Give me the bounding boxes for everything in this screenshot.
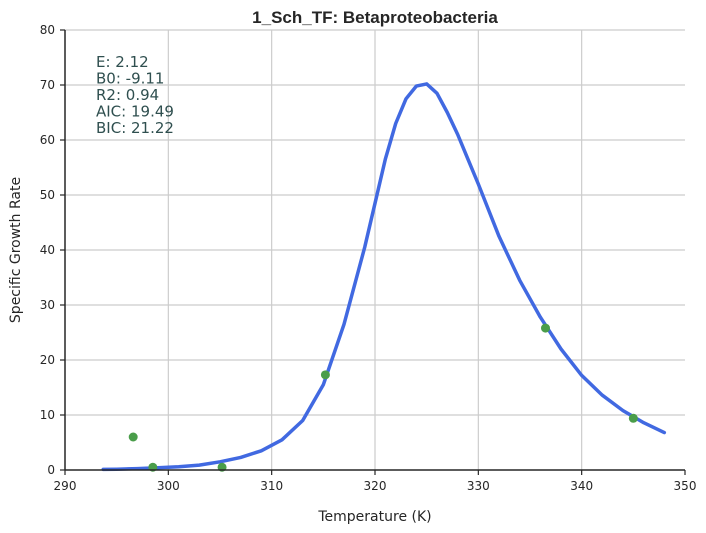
axes: [60, 29, 686, 475]
x-tick-label: 290: [54, 479, 77, 493]
x-axis-label: Temperature (K): [317, 509, 431, 525]
y-tick-label: 60: [40, 133, 55, 147]
y-tick-label: 40: [40, 243, 55, 257]
stat-line: B0: -9.11: [96, 70, 164, 88]
data-point: [628, 413, 638, 423]
series-layer: [101, 82, 667, 472]
data-point: [128, 432, 138, 442]
x-tick-label: 320: [364, 479, 387, 493]
stat-line: R2: 0.94: [96, 86, 159, 104]
x-tick-label: 330: [467, 479, 490, 493]
data-point: [320, 370, 330, 380]
stat-line: E: 2.12: [96, 53, 149, 71]
y-tick-label: 30: [40, 298, 55, 312]
stat-line: BIC: 21.22: [96, 119, 174, 137]
stat-line: AIC: 19.49: [96, 103, 174, 121]
y-tick-label: 50: [40, 188, 55, 202]
y-axis-label: Specific Growth Rate: [8, 177, 24, 323]
grid: [65, 29, 685, 470]
chart-title: 1_Sch_TF: Betaproteobacteria: [252, 8, 498, 27]
x-tick-label: 340: [570, 479, 593, 493]
tick-labels: 290 300 310 320 330 340 350 0 10 20 30 40 50 60 70 80: [40, 23, 697, 493]
y-tick-label: 70: [40, 78, 55, 92]
x-tick-label: 310: [260, 479, 283, 493]
y-tick-label: 0: [47, 463, 55, 477]
y-tick-label: 10: [40, 408, 55, 422]
x-tick-label: 350: [674, 479, 697, 493]
fit-curve: [101, 82, 667, 472]
data-point: [541, 323, 550, 333]
y-tick-label: 80: [40, 23, 55, 37]
x-tick-label: 300: [157, 479, 180, 493]
y-tick-label: 20: [40, 353, 55, 367]
